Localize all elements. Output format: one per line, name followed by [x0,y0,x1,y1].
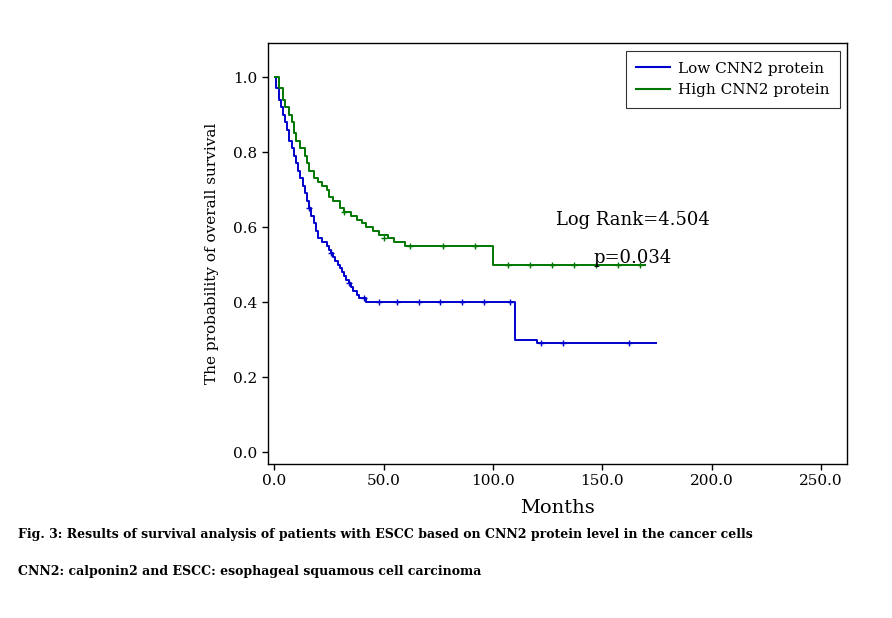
Legend: Low CNN2 protein, High CNN2 protein: Low CNN2 protein, High CNN2 protein [625,51,839,108]
Text: Log Rank=4.504: Log Rank=4.504 [556,211,710,229]
Text: CNN2: calponin2 and ESCC: esophageal squamous cell carcinoma: CNN2: calponin2 and ESCC: esophageal squ… [18,565,481,578]
Text: p=0.034: p=0.034 [594,248,672,266]
Text: Fig. 3: Results of survival analysis of patients with ESCC based on CNN2 protein: Fig. 3: Results of survival analysis of … [18,528,753,541]
X-axis label: Months: Months [520,499,595,517]
Y-axis label: The probability of overall survival: The probability of overall survival [205,123,219,384]
